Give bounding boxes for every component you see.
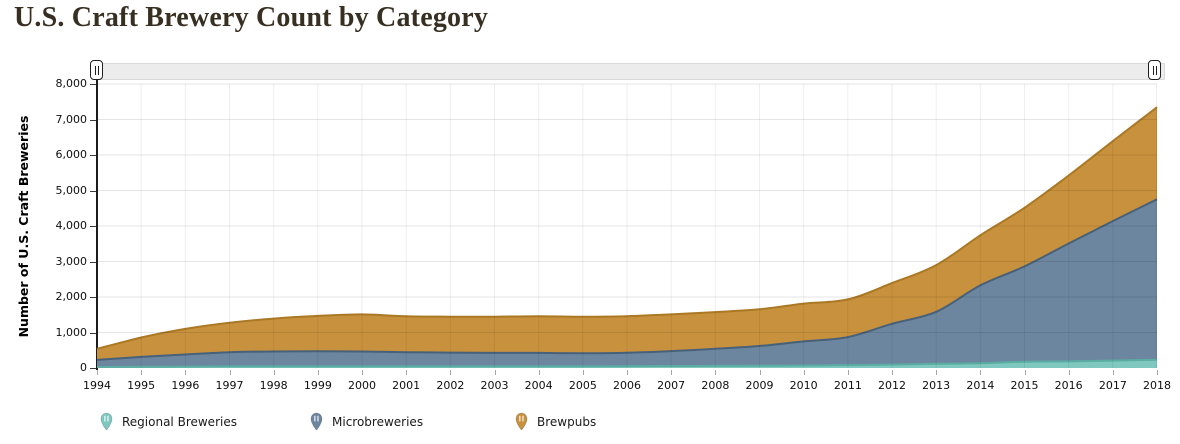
grip-lines-icon bbox=[1155, 65, 1157, 75]
x-tick-mark bbox=[803, 370, 805, 375]
legend-label: Microbreweries bbox=[332, 414, 424, 429]
balloon-pin-icon bbox=[514, 412, 529, 431]
page-title: U.S. Craft Brewery Count by Category bbox=[14, 2, 489, 33]
plot-area[interactable] bbox=[96, 83, 1158, 369]
y-tick-mark bbox=[90, 190, 96, 192]
y-tick-mark bbox=[90, 261, 96, 263]
y-tick-label: 6,000 bbox=[55, 148, 88, 161]
x-tick-mark bbox=[317, 370, 319, 375]
zoom-scrollbar-track[interactable] bbox=[96, 63, 1165, 80]
x-tick-label: 1995 bbox=[127, 379, 156, 392]
x-tick-mark bbox=[538, 370, 540, 375]
x-tick-mark bbox=[759, 370, 761, 375]
y-tick-label: 7,000 bbox=[55, 112, 88, 126]
x-tick-mark bbox=[229, 370, 231, 375]
x-tick-label: 2015 bbox=[1010, 379, 1039, 392]
x-tick-mark bbox=[936, 370, 938, 375]
y-tick-mark bbox=[90, 84, 96, 85]
y-tick-mark bbox=[90, 332, 96, 334]
x-tick-label: 2006 bbox=[613, 379, 641, 392]
grip-lines-icon bbox=[94, 65, 96, 75]
x-tick-mark bbox=[980, 370, 982, 375]
x-tick-mark bbox=[141, 370, 143, 375]
y-tick-mark bbox=[90, 368, 96, 369]
stacked-area-svg[interactable] bbox=[96, 83, 1158, 369]
y-tick-mark bbox=[90, 119, 96, 121]
x-tick-mark bbox=[1068, 370, 1070, 375]
x-tick-mark bbox=[185, 370, 187, 375]
balloon-pin-icon bbox=[309, 412, 324, 431]
x-tick-label: 2001 bbox=[392, 379, 421, 392]
x-tick-mark bbox=[627, 370, 628, 375]
x-tick-label: 1994 bbox=[83, 379, 111, 392]
x-tick-label: 1998 bbox=[259, 379, 288, 392]
y-tick-label: 1,000 bbox=[55, 325, 88, 339]
y-axis-line bbox=[96, 80, 98, 370]
x-tick-label: 2013 bbox=[922, 379, 951, 392]
y-tick-label: 4,000 bbox=[55, 219, 88, 232]
legend-label: Brewpubs bbox=[537, 414, 597, 429]
y-tick-label: 0 bbox=[80, 361, 87, 374]
grip-lines-icon bbox=[1152, 65, 1154, 75]
legend-item-brewpubs[interactable]: Brewpubs bbox=[514, 412, 596, 431]
x-tick-mark bbox=[671, 370, 673, 375]
y-tick-mark bbox=[90, 297, 96, 298]
y-tick-label: 8,000 bbox=[55, 77, 88, 90]
x-tick-label: 2008 bbox=[701, 379, 730, 392]
x-tick-mark bbox=[273, 370, 275, 375]
x-tick-mark bbox=[406, 370, 408, 375]
x-tick-mark bbox=[97, 370, 98, 375]
x-tick-label: 2003 bbox=[480, 379, 509, 392]
scrollbar-left-handle[interactable] bbox=[90, 60, 103, 80]
balloon-pin-icon bbox=[99, 412, 114, 431]
grip-lines-icon bbox=[97, 65, 99, 75]
x-tick-label: 2000 bbox=[348, 379, 376, 392]
x-tick-label: 2017 bbox=[1098, 379, 1127, 392]
x-tick-mark bbox=[1024, 370, 1026, 375]
x-tick-label: 2004 bbox=[524, 379, 553, 392]
x-tick-mark bbox=[582, 370, 584, 375]
x-tick-label: 2016 bbox=[1054, 379, 1083, 392]
x-tick-mark bbox=[715, 370, 717, 375]
x-tick-label: 2012 bbox=[878, 379, 906, 392]
x-tick-label: 2007 bbox=[657, 379, 686, 392]
legend-item-microbreweries[interactable]: Microbreweries bbox=[309, 412, 423, 431]
x-tick-label: 2005 bbox=[568, 379, 597, 392]
x-tick-label: 2009 bbox=[745, 379, 774, 392]
x-tick-label: 1997 bbox=[215, 379, 244, 392]
legend-label: Regional Breweries bbox=[122, 414, 237, 429]
x-tick-mark bbox=[1112, 370, 1114, 375]
legend-item-regional-breweries[interactable]: Regional Breweries bbox=[99, 412, 237, 431]
x-tick-mark bbox=[1157, 370, 1158, 375]
x-tick-mark bbox=[362, 370, 363, 375]
y-tick-mark bbox=[90, 226, 96, 227]
x-tick-mark bbox=[847, 370, 849, 375]
x-tick-label: 1996 bbox=[171, 379, 200, 392]
y-tick-label: 5,000 bbox=[55, 183, 88, 197]
x-tick-label: 2010 bbox=[789, 379, 818, 392]
x-tick-label: 2011 bbox=[833, 379, 862, 392]
scrollbar-right-handle[interactable] bbox=[1148, 60, 1161, 80]
y-tick-mark bbox=[90, 155, 96, 156]
x-tick-label: 1999 bbox=[303, 379, 332, 392]
x-tick-mark bbox=[892, 370, 893, 375]
y-tick-label: 3,000 bbox=[55, 254, 88, 268]
x-tick-mark bbox=[494, 370, 496, 375]
x-tick-label: 2002 bbox=[436, 379, 465, 392]
x-tick-label: 2018 bbox=[1143, 379, 1171, 392]
x-tick-label: 2014 bbox=[966, 379, 995, 392]
x-tick-mark bbox=[450, 370, 452, 375]
y-tick-label: 2,000 bbox=[55, 290, 88, 303]
